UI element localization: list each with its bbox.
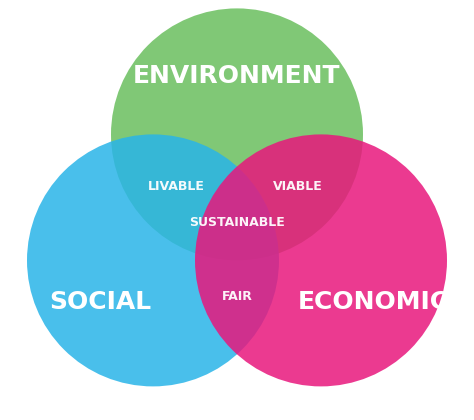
Text: FAIR: FAIR: [221, 290, 253, 302]
Circle shape: [27, 134, 279, 386]
Circle shape: [195, 134, 447, 386]
Text: VIABLE: VIABLE: [273, 181, 323, 193]
Text: LIVABLE: LIVABLE: [148, 181, 205, 193]
Circle shape: [111, 8, 363, 260]
Text: ENVIRONMENT: ENVIRONMENT: [133, 63, 341, 88]
Text: SUSTAINABLE: SUSTAINABLE: [189, 216, 285, 229]
Text: ECONOMIC: ECONOMIC: [298, 290, 449, 315]
Text: SOCIAL: SOCIAL: [49, 290, 152, 315]
